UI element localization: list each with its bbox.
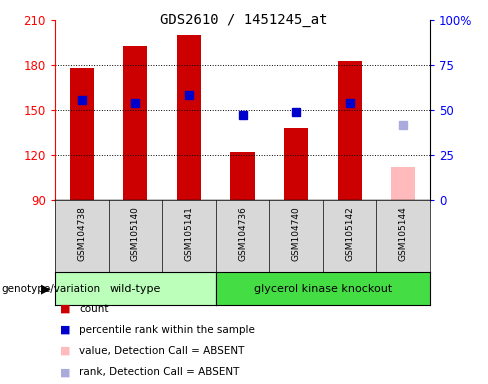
- Text: count: count: [80, 304, 109, 314]
- Text: GSM104740: GSM104740: [291, 206, 301, 260]
- Bar: [177, 35, 201, 200]
- Text: ■: ■: [60, 346, 70, 356]
- Text: GSM105142: GSM105142: [345, 206, 354, 260]
- Text: genotype/variation: genotype/variation: [1, 283, 100, 293]
- Text: ■: ■: [60, 367, 70, 377]
- Text: value, Detection Call = ABSENT: value, Detection Call = ABSENT: [80, 346, 245, 356]
- Text: rank, Detection Call = ABSENT: rank, Detection Call = ABSENT: [80, 367, 240, 377]
- Text: ■: ■: [60, 304, 70, 314]
- Text: GSM105144: GSM105144: [399, 206, 407, 260]
- Text: GSM105141: GSM105141: [184, 206, 193, 261]
- Text: GSM104736: GSM104736: [238, 206, 247, 261]
- Bar: [123, 45, 147, 200]
- Text: wild-type: wild-type: [110, 283, 161, 293]
- Bar: [284, 128, 308, 200]
- Bar: [338, 61, 362, 200]
- Bar: [391, 167, 415, 200]
- Text: GSM105140: GSM105140: [131, 206, 140, 261]
- Text: glycerol kinase knockout: glycerol kinase knockout: [254, 283, 392, 293]
- Text: percentile rank within the sample: percentile rank within the sample: [80, 325, 255, 335]
- Text: GDS2610 / 1451245_at: GDS2610 / 1451245_at: [160, 13, 328, 27]
- Text: GSM104738: GSM104738: [77, 206, 86, 261]
- Bar: [230, 152, 255, 200]
- Text: ▶: ▶: [41, 282, 50, 295]
- Text: ■: ■: [60, 325, 70, 335]
- Bar: [70, 68, 94, 200]
